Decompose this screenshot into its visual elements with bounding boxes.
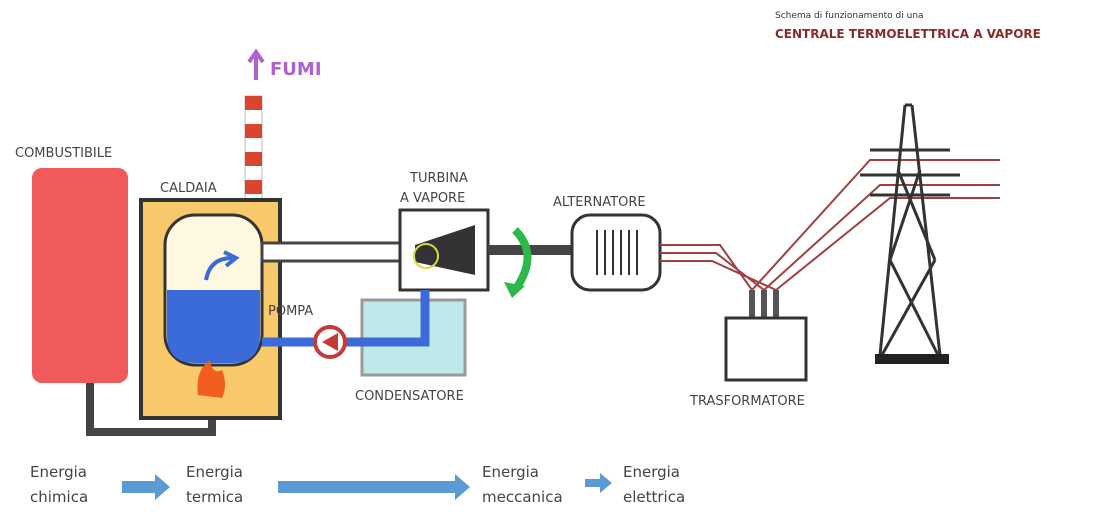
energy-label: termica (186, 488, 243, 506)
bushings (749, 290, 779, 318)
pylon-base (875, 354, 949, 364)
energy-label: chimica (30, 488, 88, 506)
turbina-label-2: A VAPORE (400, 191, 465, 206)
pompa-label: POMPA (268, 304, 313, 319)
rotation-arrowhead (504, 282, 525, 298)
condensatore-label: CONDENSATORE (355, 389, 464, 404)
trasformatore-label: TRASFORMATORE (689, 394, 805, 409)
flow-arrow (278, 474, 470, 500)
title: CENTRALE TERMOELETTRICA A VAPORE (775, 27, 1041, 41)
fire (197, 360, 225, 398)
flow-arrow (585, 473, 612, 493)
transformer (724, 316, 808, 382)
turbine-rotor (415, 225, 475, 275)
flow-arrow (122, 474, 170, 500)
chimney (244, 95, 263, 209)
water (167, 290, 260, 363)
rotation-arrow (511, 227, 532, 293)
alternatore-label: ALTERNATORE (553, 195, 646, 210)
energy-label: Energia (482, 463, 539, 481)
fumi-label: FUMI (270, 59, 322, 80)
steam-pipe (260, 241, 404, 263)
power-lines (660, 159, 1000, 291)
alternator (570, 213, 662, 292)
energy-label: Energia (30, 463, 87, 481)
pump-arrow (322, 333, 338, 351)
turbine-ring (413, 243, 439, 269)
subtitle: Schema di funzionamento di una (775, 11, 924, 21)
energy-label: meccanica (482, 488, 563, 506)
turbina-label-1: TURBINA (409, 171, 468, 186)
fuel-pipe (86, 380, 216, 436)
pylon (860, 103, 960, 356)
caldaia-label: CALDAIA (160, 181, 217, 196)
steam-arrow (204, 250, 240, 281)
fuel-tank (32, 168, 128, 383)
alternator-coils (596, 230, 638, 275)
water-pipe (262, 290, 430, 347)
energy-label: Energia (186, 463, 243, 481)
combustibile-label: COMBUSTIBILE (15, 146, 112, 161)
energy-label: elettrica (623, 488, 685, 506)
fumi-arrow (247, 48, 265, 80)
energy-label: Energia (623, 463, 680, 481)
